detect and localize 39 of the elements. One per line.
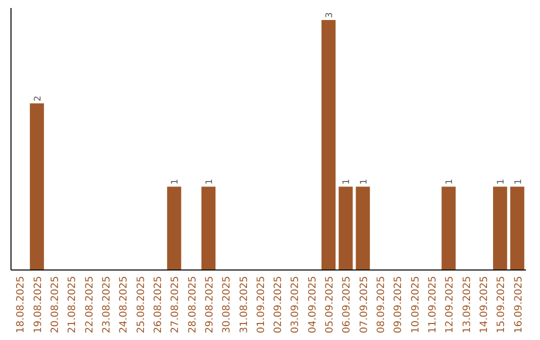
data-label: 3 (325, 12, 336, 18)
data-label: 1 (342, 178, 352, 185)
x-tick-label: 02.09.2025 (273, 276, 284, 334)
x-tick-label: 08.09.2025 (376, 276, 388, 334)
x-tick-label: 15.09.2025 (496, 276, 508, 334)
x-tick-label: 27.08.2025 (170, 276, 182, 334)
x-tick-label: 12.09.2025 (444, 276, 456, 334)
x-tick-label: 26.08.2025 (152, 276, 164, 334)
x-tick-label: 29.08.2025 (204, 276, 216, 334)
x-tick-label: 22.08.2025 (84, 276, 96, 334)
data-label: 1 (359, 178, 370, 185)
x-tick-label: 16.09.2025 (513, 276, 524, 334)
x-tick-label: 28.08.2025 (187, 276, 198, 334)
data-label: 1 (514, 178, 524, 185)
x-tick-label: 14.09.2025 (478, 276, 490, 334)
x-tick-label: 18.08.2025 (16, 276, 27, 334)
x-tick-label: 19.08.2025 (32, 276, 44, 334)
x-tick-label: 06.09.2025 (342, 276, 353, 334)
x-tick-label: 23.08.2025 (102, 276, 113, 334)
data-label: 1 (170, 178, 181, 185)
x-tick-label: 30.08.2025 (222, 276, 233, 334)
data-label: 1 (204, 178, 215, 185)
x-tick-label: 13.09.2025 (462, 276, 473, 334)
x-tick-label: 11.09.2025 (427, 276, 438, 334)
x-tick-label: 01.09.2025 (256, 276, 267, 334)
x-tick-label: 20.08.2025 (50, 276, 62, 334)
x-tick-label: 31.08.2025 (238, 276, 250, 334)
x-tick-label: 25.08.2025 (136, 276, 147, 334)
x-tick-label: 07.09.2025 (358, 276, 370, 334)
x-tick-label: 21.08.2025 (67, 276, 78, 334)
data-label: 2 (33, 96, 44, 102)
x-tick-label: 24.08.2025 (118, 276, 130, 334)
data-label: 1 (445, 178, 456, 185)
x-tick-label: 10.09.2025 (410, 276, 422, 334)
x-tick-label: 03.09.2025 (290, 276, 302, 334)
x-tick-label: 04.09.2025 (307, 276, 318, 334)
data-label: 1 (496, 178, 507, 185)
x-tick-label: 05.09.2025 (324, 276, 336, 334)
x-tick-label: 09.09.2025 (393, 276, 404, 334)
